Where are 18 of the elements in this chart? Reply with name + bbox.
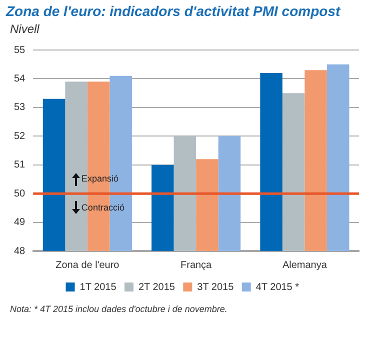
legend-label: 3T 2015 [197, 282, 234, 293]
y-tick-label: 49 [14, 217, 26, 228]
chart-title: Zona de l'euro: indicadors d'activitat PMI compost [6, 3, 340, 19]
y-tick-label: 53 [14, 102, 26, 114]
x-tick-label: Alemanya [282, 260, 328, 271]
x-tick-label: França [180, 260, 212, 271]
text: Nota: * 4T 2015 inclou dades d'octubre i de novembre. [10, 304, 228, 314]
y-tick-label: 48 [14, 246, 26, 257]
y-axis-title: Nivell [10, 22, 40, 36]
y-tick-label: 51 [14, 160, 26, 171]
legend-label: 2T 2015 [138, 282, 176, 293]
x-tick-label: Zona de l'euro [56, 260, 120, 271]
y-tick-label: 52 [14, 130, 26, 142]
legend-label: 4T 2015 * [256, 282, 300, 293]
legend-label: 1T 2015 [80, 282, 117, 293]
y-tick-label: 54 [14, 73, 26, 84]
y-tick-label: 50 [14, 188, 26, 200]
y-tick-label: 55 [14, 44, 26, 56]
